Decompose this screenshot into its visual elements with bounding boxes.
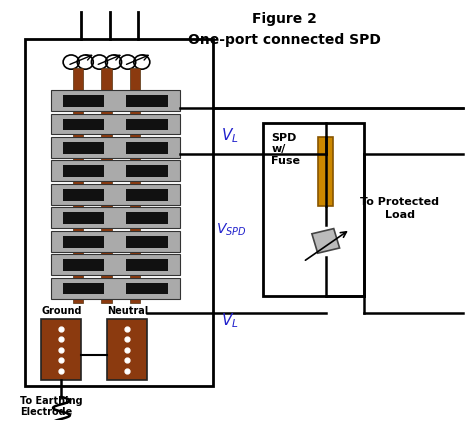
Bar — [63, 165, 104, 177]
Bar — [318, 137, 333, 206]
Bar — [51, 184, 181, 205]
Bar — [41, 320, 82, 380]
Bar — [51, 278, 181, 298]
Bar — [51, 254, 181, 275]
Text: $V_L$: $V_L$ — [220, 311, 238, 330]
Bar — [63, 95, 104, 107]
Bar — [126, 212, 168, 224]
Bar — [126, 95, 168, 107]
Text: Figure 2: Figure 2 — [252, 12, 317, 26]
Bar — [126, 142, 168, 154]
Bar — [63, 119, 104, 130]
Bar — [51, 207, 181, 228]
Bar — [63, 189, 104, 201]
Text: One-port connected SPD: One-port connected SPD — [188, 33, 381, 47]
Text: Neutral: Neutral — [107, 306, 148, 316]
Bar — [51, 90, 181, 111]
Bar — [51, 137, 181, 158]
Bar — [126, 119, 168, 130]
Bar — [126, 236, 168, 248]
Bar — [108, 320, 147, 380]
Polygon shape — [312, 229, 339, 253]
Bar — [126, 189, 168, 201]
Bar — [126, 283, 168, 294]
Bar — [51, 114, 181, 134]
Bar — [63, 259, 104, 271]
Bar — [73, 68, 83, 303]
Text: To Earthing
Electrode: To Earthing Electrode — [20, 396, 83, 417]
Bar — [25, 39, 213, 386]
Bar — [63, 236, 104, 248]
Bar — [126, 165, 168, 177]
Text: $V_L$: $V_L$ — [220, 126, 238, 145]
Text: SPD
w/
Fuse: SPD w/ Fuse — [272, 133, 301, 166]
Text: To Protected
Load: To Protected Load — [360, 198, 439, 220]
Text: Ground: Ground — [41, 306, 82, 316]
Bar — [63, 142, 104, 154]
Bar — [51, 231, 181, 252]
Bar — [63, 283, 104, 294]
Text: $V_{SPD}$: $V_{SPD}$ — [216, 221, 246, 238]
Bar — [51, 160, 181, 181]
Bar — [126, 259, 168, 271]
Bar — [263, 123, 364, 296]
Bar — [129, 68, 140, 303]
Bar — [63, 212, 104, 224]
Bar — [101, 68, 112, 303]
